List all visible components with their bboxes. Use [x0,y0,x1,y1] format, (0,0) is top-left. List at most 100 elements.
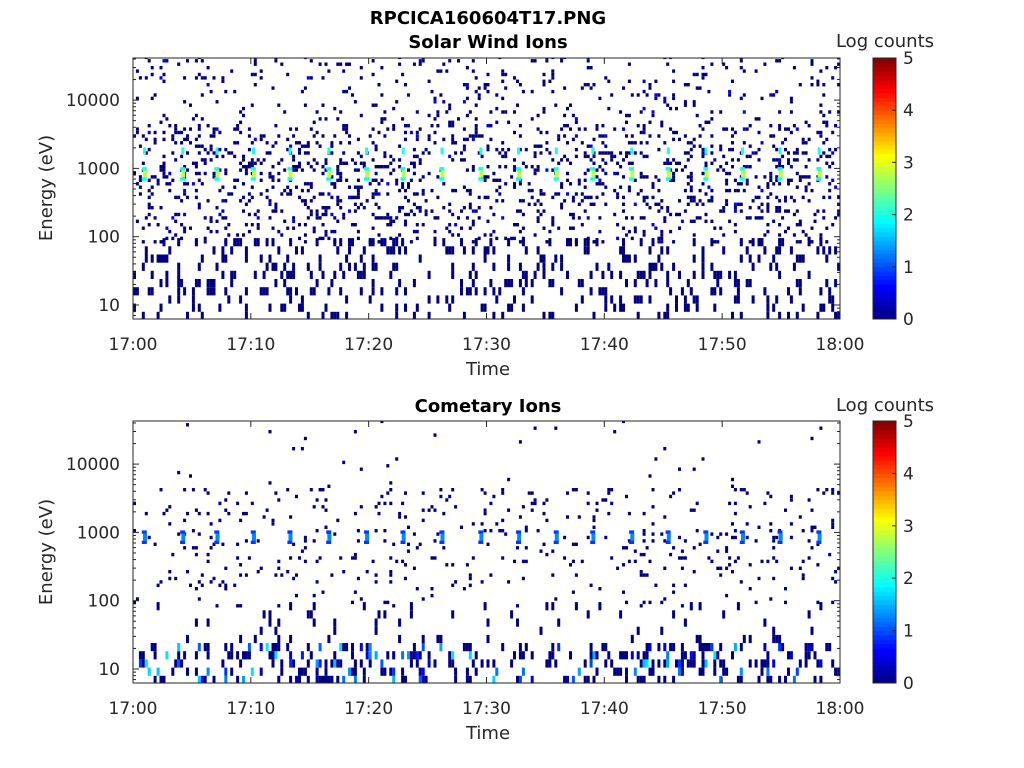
heatmap-cell [819,287,823,296]
heatmap-cell [822,113,826,118]
heatmap-cell [242,651,245,660]
heatmap-cell [692,508,696,512]
colorbar-strip [873,473,896,479]
heatmap-cell [247,192,251,196]
heatmap-cell [695,202,699,206]
heatmap-cell [289,295,293,304]
heatmap-cell [404,188,407,193]
heatmap-cell [214,530,220,534]
heatmap-cell [513,223,516,227]
heatmap-cell [386,212,390,217]
heatmap-cell [324,209,328,213]
heatmap-cell [589,643,593,652]
heatmap-cell [321,134,325,138]
heatmap-cell [769,178,773,182]
heatmap-cell [333,185,337,189]
heatmap-cell [398,246,402,255]
heatmap-cell [236,556,240,560]
heatmap-cell [504,110,508,114]
heatmap-cell [362,262,366,271]
heatmap-cell [321,192,325,196]
heatmap-cell [362,667,366,676]
heatmap-cell [760,188,764,193]
heatmap-cell [462,137,466,142]
heatmap-cell [183,182,187,186]
heatmap-cell [486,144,490,148]
heatmap-cell [787,178,790,182]
heatmap-cell [625,134,628,138]
heatmap-cell [168,522,172,526]
heatmap-cell [722,659,726,668]
heatmap-cell [250,540,256,544]
heatmap-cell [566,491,569,495]
heatmap-cell [775,535,779,540]
heatmap-cell [221,542,225,546]
heatmap-cell [315,141,319,145]
colorbar-strip [873,678,896,684]
heatmap-cell [595,127,599,131]
heatmap-cell [642,79,646,83]
heatmap-cell [642,106,646,111]
heatmap-cell [359,597,363,601]
heatmap-cell [521,576,525,581]
heatmap-cell [412,165,416,169]
heatmap-cell [775,158,779,162]
heatmap-cell [236,501,240,506]
heatmap-cell [407,185,410,189]
heatmap-cell [483,529,487,533]
heatmap-cell [772,134,776,138]
heatmap-cell [451,246,455,255]
heatmap-cell [577,202,581,206]
heatmap-cell [807,643,811,652]
heatmap-cell [739,182,743,186]
heatmap-cell [353,209,357,213]
heatmap-cell [371,262,375,271]
heatmap-cell [183,165,187,169]
heatmap-cell [386,216,390,220]
heatmap-cell [162,79,166,83]
heatmap-cell [630,93,634,97]
heatmap-cell [342,69,346,73]
heatmap-cell [574,120,578,124]
heatmap-cell [409,651,413,660]
heatmap-cell [460,209,463,213]
heatmap-cell [389,570,393,574]
heatmap-cell [642,175,646,179]
heatmap-cell [265,188,269,193]
heatmap-cell [672,178,676,182]
heatmap-cell [583,185,587,189]
heatmap-cell [309,199,313,203]
heatmap-cell [418,178,422,182]
heatmap-cell [298,195,301,200]
heatmap-cell [625,494,628,499]
heatmap-cell [760,559,764,564]
heatmap-cell [479,170,484,178]
heatmap-cell [701,651,705,660]
heatmap-cell [675,212,678,217]
heatmap-cell [298,151,301,155]
heatmap-cell [571,199,575,203]
heatmap-cell [274,58,278,60]
heatmap-cell [819,426,823,430]
heatmap-cell [542,270,546,279]
heatmap-cell [810,226,814,230]
heatmap-cell [262,610,266,619]
heatmap-cell [819,238,823,247]
heatmap-cell [736,188,740,193]
heatmap-cell [383,165,387,169]
heatmap-cell [292,226,296,230]
heatmap-cell [348,238,351,247]
heatmap-cell [775,209,779,213]
heatmap-cell [286,570,290,574]
heatmap-cell [613,127,617,131]
heatmap-cell [197,532,201,536]
colorbar-strip [873,421,896,426]
heatmap-cell [389,161,393,165]
heatmap-cell [312,618,316,627]
heatmap-cell [206,511,210,516]
colorbar-strip [873,669,896,675]
heatmap-cell [683,103,687,107]
heatmap-cell [239,634,243,644]
heatmap-cell [265,287,269,296]
